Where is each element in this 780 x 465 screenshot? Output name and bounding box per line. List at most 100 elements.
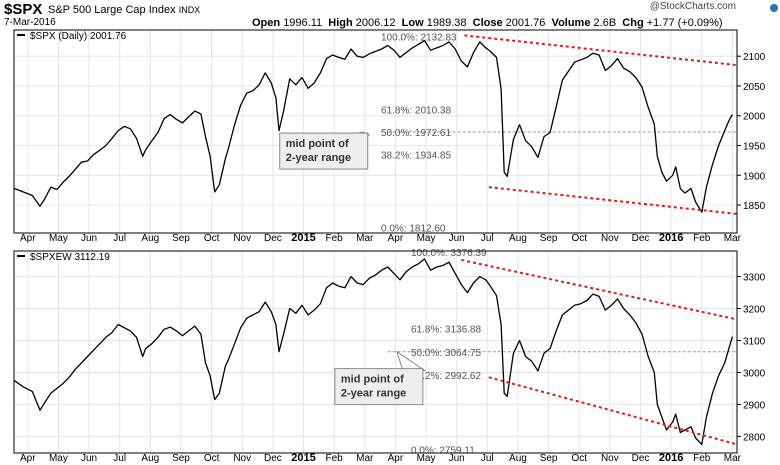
x-tick-label: Nov <box>233 453 251 464</box>
y-tick-label: 2800 <box>743 432 766 443</box>
volume-label: Volume <box>551 17 591 29</box>
x-tick-label: Apr <box>388 233 404 244</box>
x-tick-label: Jul <box>481 233 494 244</box>
x-tick-label: Dec <box>264 233 282 244</box>
x-tick-label: Jun <box>81 233 97 244</box>
x-tick-label: Apr <box>388 453 404 464</box>
retracement-label: 0.0%: 1812.60 <box>381 223 446 234</box>
y-tick-label: 3000 <box>743 368 766 379</box>
volume-value: 2.6B <box>593 17 617 29</box>
retracement-label: 61.8%: 2010.38 <box>381 106 451 117</box>
y-tick-label: 3100 <box>743 336 766 347</box>
x-tick-label: May <box>417 453 436 464</box>
trendline-lower <box>488 376 738 446</box>
x-tick-label: Dec <box>632 233 650 244</box>
open-value: 1996.11 <box>283 17 323 29</box>
x-tick-label: Aug <box>509 233 527 244</box>
retracement-label: 61.8%: 3136.88 <box>411 325 481 336</box>
panel-title: $SPX (Daily) 2001.76 <box>30 31 127 42</box>
x-tick-label: May <box>49 233 68 244</box>
x-tick-label: May <box>417 233 436 244</box>
close-label: Close <box>472 17 503 29</box>
retracement-label: 38.2%: 2992.62 <box>411 371 481 382</box>
x-tick-label: Jun <box>449 233 465 244</box>
x-tick-label: Oct <box>571 233 587 244</box>
symbol: $SPX <box>4 1 43 18</box>
x-tick-label: 2016 <box>659 232 683 244</box>
y-tick-label: 2100 <box>743 52 766 63</box>
x-tick-label: Oct <box>204 453 220 464</box>
x-tick-label: Nov <box>601 453 619 464</box>
trendline-lower <box>488 186 738 215</box>
retracement-label: 100.0%: 2132.83 <box>381 33 457 44</box>
x-tick-label: Mar <box>724 233 742 244</box>
panel-title: $SPXEW 3112.19 <box>30 252 110 263</box>
price-series-line <box>13 40 733 213</box>
x-tick-label: Jun <box>449 453 465 464</box>
x-tick-label: Feb <box>693 453 711 464</box>
x-tick-label: Oct <box>204 233 220 244</box>
y-tick-label: 1950 <box>743 141 766 152</box>
x-tick-label: Apr <box>20 233 36 244</box>
high-label: High <box>328 17 353 29</box>
x-tick-label: Jul <box>113 233 126 244</box>
x-tick-label: Mar <box>356 233 374 244</box>
price-series-line <box>13 258 734 446</box>
x-tick-label: Mar <box>356 453 374 464</box>
high-value: 2006.12 <box>355 17 396 29</box>
retracement-label: 50.0%: 1972.61 <box>381 128 451 139</box>
symbol-name: S&P 500 Large Cap Index INDX <box>48 4 200 16</box>
x-tick-label: Jun <box>81 453 97 464</box>
chg-label: Chg <box>622 17 644 29</box>
x-tick-label: Apr <box>20 453 36 464</box>
x-tick-label: 2015 <box>291 232 315 244</box>
x-tick-label: Sep <box>540 453 558 464</box>
x-tick-label: Sep <box>172 453 190 464</box>
annotation-text: 2-year range <box>286 152 351 164</box>
annotation-text: mid point of <box>341 374 404 386</box>
x-tick-label: Jul <box>481 453 494 464</box>
y-tick-label: 1900 <box>743 171 766 182</box>
plot-frame <box>13 29 738 234</box>
x-tick-label: Feb <box>326 233 344 244</box>
x-tick-label: Nov <box>233 233 251 244</box>
y-tick-label: 2900 <box>743 400 766 411</box>
plot-frame <box>13 250 738 454</box>
x-tick-label: May <box>49 453 68 464</box>
y-tick-label: 3300 <box>743 273 766 284</box>
retracement-label: 50.0%: 3064.75 <box>411 348 481 359</box>
y-tick-label: 2050 <box>743 82 766 93</box>
x-tick-label: Dec <box>264 453 282 464</box>
y-tick-label: 1850 <box>743 201 766 212</box>
chart-panel-2: 100.0%: 3376.39 61.8%: 3136.88 50.0%: 3064… <box>13 248 766 464</box>
chart-header: $SPX S&P 500 Large Cap Index INDX 7-Mar-… <box>0 0 780 30</box>
x-tick-label: Aug <box>509 453 527 464</box>
x-tick-label: Dec <box>632 453 650 464</box>
exchange: INDX <box>178 5 201 15</box>
retracement-label: 38.2%: 1934.85 <box>381 151 451 162</box>
x-tick-label: 2016 <box>659 452 683 464</box>
legend-swatch <box>17 255 25 257</box>
y-tick-label: 2000 <box>743 112 766 123</box>
open-label: Open <box>252 17 281 29</box>
x-tick-label: 2015 <box>291 452 315 464</box>
retracement-label: 100.0%: 3376.39 <box>411 248 487 259</box>
x-tick-label: Aug <box>141 233 159 244</box>
annotation-text: 2-year range <box>341 388 406 400</box>
brand-watermark: @StockCharts.com <box>649 1 736 12</box>
low-label: Low <box>401 17 424 29</box>
y-tick-label: 3200 <box>743 305 766 316</box>
x-tick-label: Feb <box>693 233 711 244</box>
quote-line: Open 1996.11 High 2006.12 Low 1989.38 Cl… <box>252 17 723 29</box>
low-value: 1989.38 <box>426 17 467 29</box>
trendline-upper <box>461 258 738 321</box>
annotation-text: mid point of <box>286 138 349 150</box>
quote-date: 7-Mar-2016 <box>4 17 56 28</box>
legend-swatch <box>17 34 25 36</box>
annotation-box <box>279 132 369 170</box>
x-tick-label: Aug <box>141 453 159 464</box>
chg-value: +1.77 (+0.09%) <box>646 17 723 29</box>
x-tick-label: Feb <box>326 453 344 464</box>
